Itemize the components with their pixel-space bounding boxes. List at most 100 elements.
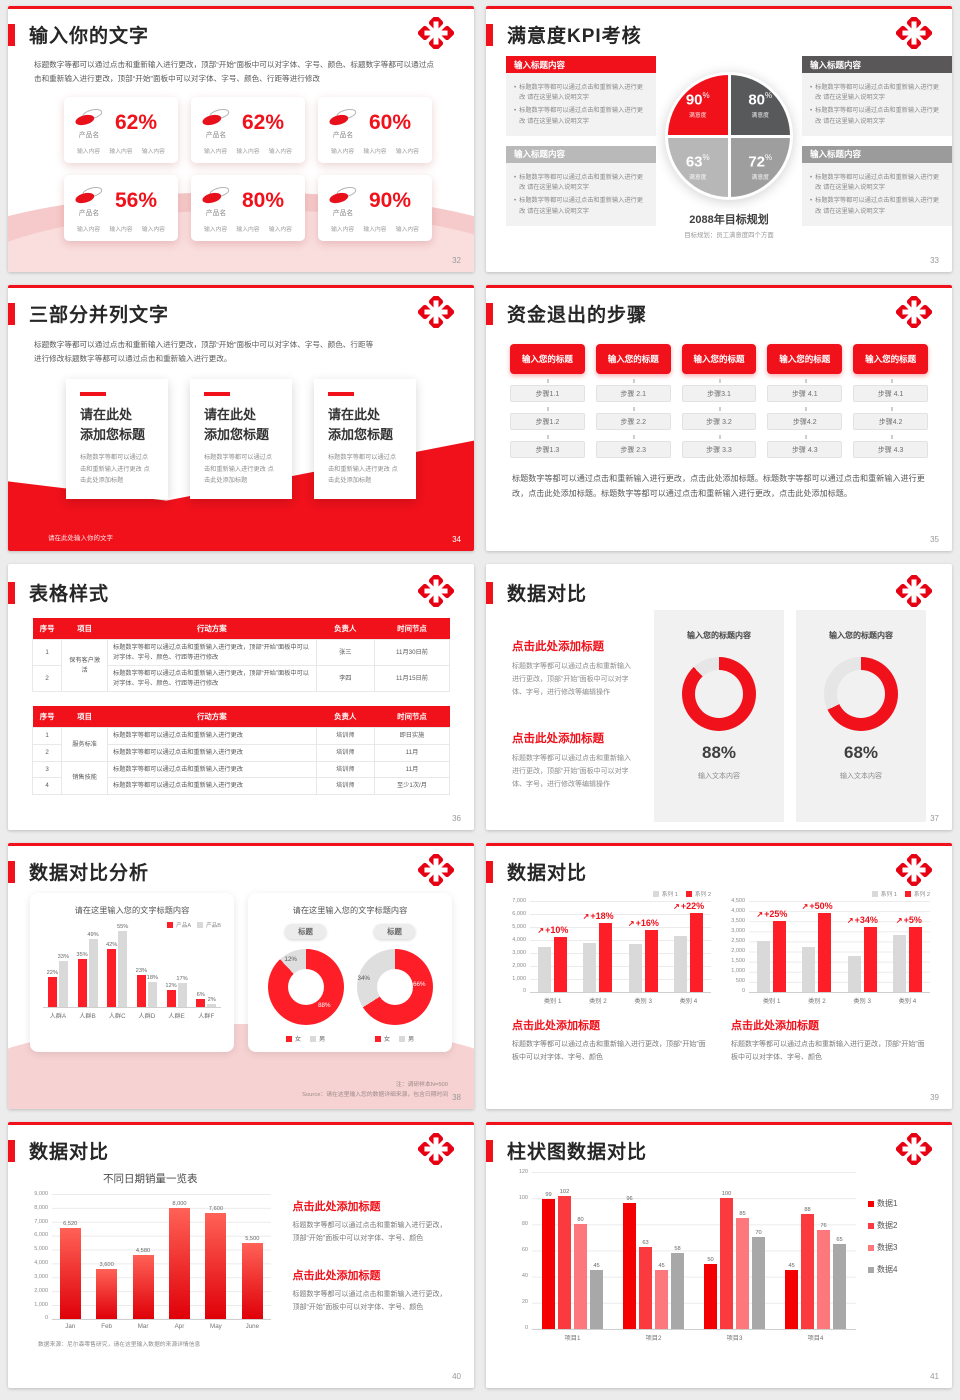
category-label: June bbox=[245, 1323, 260, 1330]
slide-header: 三部分并列文字 bbox=[8, 285, 474, 327]
category-label: 人群B bbox=[79, 1013, 96, 1020]
slide-top-accent bbox=[486, 285, 952, 288]
bar-wrap: ↗+18% bbox=[583, 901, 614, 992]
bar-wrap: ↗+50% bbox=[802, 901, 833, 992]
bar-value-label: 17% bbox=[176, 976, 188, 983]
category-label: 类别 3 bbox=[634, 998, 652, 1005]
category-axis: Jan Feb Mar Apr May June bbox=[52, 1320, 271, 1330]
text-column: 点击此处添加标题 标题数字等都可以通过点击和重新输入进行更改，顶部“开始”面板中… bbox=[512, 610, 634, 822]
step-box: 步骤1.3 bbox=[510, 435, 585, 458]
product-label: 产品名 bbox=[332, 210, 354, 218]
y-axis-tick: 2,000 bbox=[512, 962, 526, 969]
bar-wrap: 6,520 bbox=[59, 1194, 81, 1319]
y-axis-tick: 2,500 bbox=[731, 938, 745, 945]
y-axis-tick: 1,500 bbox=[731, 958, 745, 965]
bar-wrap: 3,600 bbox=[96, 1194, 118, 1319]
sub-label: 输入内容 bbox=[204, 149, 228, 156]
category-label: 人群C bbox=[108, 1013, 126, 1020]
dual-charts: 系列 1 系列 2 7,000 6,000 5,000 4,000 3,000 2,000 1… bbox=[508, 889, 930, 1064]
body-line: 标题数字等都可以通过点击和重新输入进行更改，顶部“开始”面板中可以对字体、字号、… bbox=[34, 60, 434, 69]
slide-32[interactable]: 输入你的文字 标题数字等都可以通过点击和重新输入进行更改，顶部“开始”面板中可以… bbox=[8, 6, 474, 272]
title-accent-bar bbox=[8, 23, 15, 46]
bar-group: 5,500 bbox=[234, 1194, 270, 1319]
kpi-box: 输入标题内容 • 标题数字等都可以通过点击和重新输入进行更改 请在这里输入说明文字… bbox=[506, 56, 656, 136]
quad-unit: % bbox=[702, 153, 710, 163]
slide-33[interactable]: 满意度KPI考核 输入标题内容 • 标题数字等都可以通过点击和重新输入进行更改 请… bbox=[486, 6, 952, 272]
analysis-cards: 请在这里输入您的文字标题内容 产品A 产品B 22% 33% 35% 49% 42% 55%… bbox=[30, 893, 452, 1052]
bar-value-label: 45 bbox=[788, 1263, 795, 1270]
y-axis-tick: 2,000 bbox=[34, 1287, 48, 1294]
bar bbox=[689, 913, 703, 992]
growth-annotation: ↗+34% bbox=[846, 915, 878, 926]
panel-title: 输入您的标题内容 bbox=[687, 631, 751, 640]
table-cell: 销售技能 bbox=[61, 760, 109, 795]
slide-title: 表格样式 bbox=[29, 584, 110, 605]
growth-annotation: ↗+18% bbox=[582, 911, 614, 922]
sub-label: 输入内容 bbox=[141, 227, 165, 234]
slide-34[interactable]: 三部分并列文字 标题数字等都可以通过点击和重新输入进行更改，顶部“开始”面板中可… bbox=[8, 285, 474, 551]
table-cell: 3 bbox=[31, 760, 63, 779]
pie-quadrant: 90% 满意度 bbox=[668, 75, 728, 135]
slide-37[interactable]: 数据对比 点击此处添加标题 标题数字等都可以通过点击和重新输入进行更改，顶部“开… bbox=[486, 564, 952, 830]
page-number: 39 bbox=[930, 1093, 939, 1102]
sub-label: 输入内容 bbox=[141, 149, 165, 156]
slide-40[interactable]: 数据对比 不同日期销量一览表 9,000 8,000 7,000 6,000 5,000… bbox=[8, 1122, 474, 1388]
title-accent-bar bbox=[486, 23, 493, 46]
slide-38[interactable]: 数据对比分析 请在这里输入您的文字标题内容 产品A 产品B 22% 33% 35% 49… bbox=[8, 843, 474, 1109]
slide-39[interactable]: 数据对比 系列 1 系列 2 7,000 6,000 5,000 4,000 3,000 2… bbox=[486, 843, 952, 1109]
y-axis: 7,000 6,000 5,000 4,000 3,000 2,000 1,000 0 bbox=[508, 898, 530, 995]
percent-value: 60% bbox=[368, 111, 412, 135]
growth-annotation: ↗+25% bbox=[756, 909, 788, 920]
sub-label: 输入内容 bbox=[331, 227, 355, 234]
step-box: 步骤4.2 bbox=[853, 407, 928, 430]
title-accent-bar bbox=[8, 860, 15, 883]
title-accent-bar bbox=[486, 1139, 493, 1162]
bar-wrap: ↗+10% bbox=[537, 901, 568, 992]
bar bbox=[908, 927, 922, 992]
bar-value-label: 49% bbox=[87, 932, 99, 939]
slide-title: 满意度KPI考核 bbox=[507, 26, 642, 47]
card-heading-line: 添加您标题 bbox=[80, 426, 146, 442]
donut-panel: 输入您的标题内容 88% 输入文本内容 bbox=[654, 610, 784, 822]
sub-label: 输入内容 bbox=[204, 227, 228, 234]
y-axis-tick: 100 bbox=[518, 1195, 528, 1202]
donut-block: 标题 34% 66% 女男 bbox=[356, 924, 433, 1043]
up-right-arrow-icon: ↗ bbox=[846, 916, 854, 926]
legend-swatch bbox=[868, 1244, 874, 1251]
product-label: 产品名 bbox=[205, 132, 227, 140]
bar-wrap: 88 bbox=[801, 1172, 814, 1329]
slide-36[interactable]: 表格样式 序号 项目 行动方案 负责人 时间节点 1 保有客户激活 标题数字等都… bbox=[8, 564, 474, 830]
bar bbox=[847, 955, 861, 992]
bar-wrap: 12% bbox=[165, 924, 177, 1007]
slide-title: 数据对比 bbox=[29, 1142, 110, 1163]
column-header: 行动方案 bbox=[107, 706, 317, 728]
bar-wrap: ↗+34% bbox=[847, 901, 878, 992]
slide-41[interactable]: 柱状图数据对比 120 100 80 60 40 20 0 99 102 80 45 96 63 45 5… bbox=[486, 1122, 952, 1388]
block-body: 标题数字等都可以通过点击和重新输入进行更改，顶部“开始”面板中可以对字体、字号、… bbox=[292, 1291, 447, 1311]
bar-value-label: 99 bbox=[545, 1192, 552, 1199]
up-right-arrow-icon: ↗ bbox=[673, 902, 680, 911]
legend: 数据1 数据2 数据3 数据4 bbox=[856, 1172, 942, 1342]
page-number: 36 bbox=[452, 814, 461, 823]
slide-header: 数据对比分析 bbox=[8, 843, 474, 885]
category-label: 类别 1 bbox=[543, 998, 562, 1005]
bullet-text: 标题数字等都可以通过点击和重新输入进行更改 请在这里输入说明文字 bbox=[519, 84, 643, 102]
text-block: 点击此处添加标题 标题数字等都可以通过点击和重新输入进行更改，顶部“开始”面板中… bbox=[289, 1267, 452, 1314]
bar-value-label: 96 bbox=[626, 1196, 633, 1203]
bar bbox=[77, 958, 87, 1007]
title-accent-bar bbox=[8, 302, 15, 325]
bar bbox=[58, 961, 68, 1007]
donut-value: 88% bbox=[701, 743, 737, 762]
bar-wrap bbox=[538, 901, 552, 992]
slide-35[interactable]: 资金退出的步骤 输入您的标题 步骤1.1 步骤1.2 步骤1.3 输入您的标题 … bbox=[486, 285, 952, 551]
table-cell: 培训师 bbox=[315, 777, 375, 795]
bar-value-label: 85 bbox=[739, 1210, 746, 1217]
content-row: 120 100 80 60 40 20 0 99 102 80 45 96 63 45 58 50 100 85… bbox=[510, 1169, 942, 1342]
page-number: 33 bbox=[930, 256, 939, 265]
block-body: 标题数字等都可以通过点击和重新输入进行更改，顶部“开始”面板中可以对字体、字号、… bbox=[292, 1222, 447, 1242]
bar-group: ↗+5% bbox=[885, 901, 930, 992]
bullet-text: 标题数字等都可以通过点击和重新输入进行更改 请在这里输入说明文字 bbox=[519, 107, 643, 125]
donut-chart-card: 请在这里输入您的文字标题内容 标题 12% 88% 女男 标题 34% bbox=[248, 893, 452, 1052]
growth-annotation: ↗+16% bbox=[627, 917, 659, 928]
table-row: 4 标题数字等都可以通过点击和重新输入进行更改 培训师 至少1次/月 bbox=[31, 777, 451, 795]
